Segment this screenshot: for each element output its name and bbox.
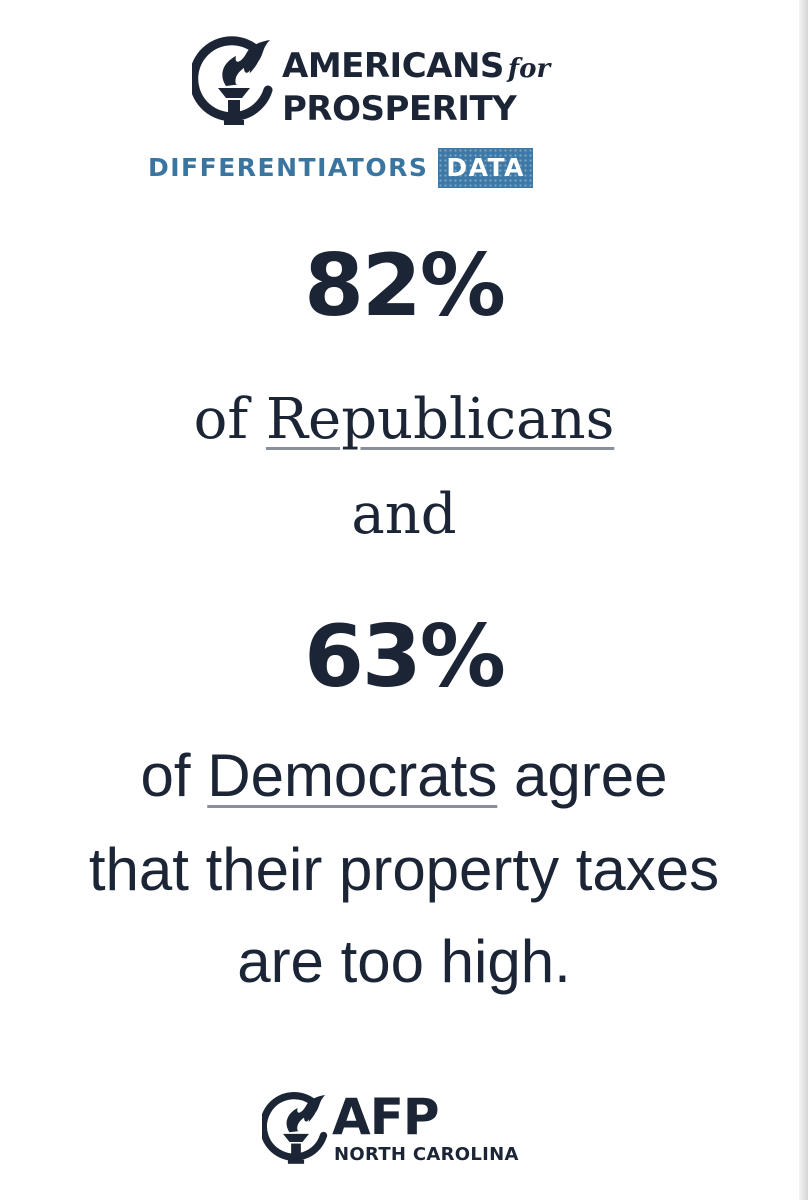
footer-brand: AFP bbox=[332, 1088, 439, 1146]
stat-democrats: 63% bbox=[304, 607, 506, 707]
series-title: DIFFERENTIATORS DATA bbox=[148, 146, 533, 190]
brand-name: AMERICANS for PROSPERITY bbox=[282, 46, 612, 129]
republicans-prefix: of bbox=[193, 387, 266, 452]
subtitle-word: DIFFERENTIATORS bbox=[148, 153, 429, 182]
republicans-line: of Republicans bbox=[0, 392, 808, 448]
democrats-prefix: of bbox=[140, 742, 208, 809]
democrats-suffix: agree bbox=[497, 742, 668, 809]
brand-line2: PROSPERITY bbox=[282, 89, 517, 129]
afp-header-logo: AMERICANS for PROSPERITY bbox=[192, 34, 612, 134]
page-edge-shadow bbox=[799, 0, 808, 1200]
property-tax-line: that their property taxes bbox=[88, 836, 720, 903]
republicans-word: Republicans bbox=[265, 387, 615, 452]
brand-line1: AMERICANS bbox=[282, 46, 504, 86]
torch-icon bbox=[192, 36, 273, 125]
footer-region: NORTH CAROLINA bbox=[334, 1144, 519, 1165]
data-badge: DATA bbox=[438, 148, 533, 188]
too-high-line: are too high. bbox=[237, 928, 571, 995]
torch-icon bbox=[262, 1091, 328, 1164]
connector-word: and bbox=[351, 482, 457, 547]
afp-nc-logo: AFP NORTH CAROLINA bbox=[262, 1090, 552, 1174]
brand-for: for bbox=[507, 54, 551, 84]
stat-republicans: 82% bbox=[304, 236, 506, 336]
democrats-word: Democrats bbox=[207, 742, 498, 809]
democrats-line: of Democrats agree bbox=[0, 746, 808, 806]
